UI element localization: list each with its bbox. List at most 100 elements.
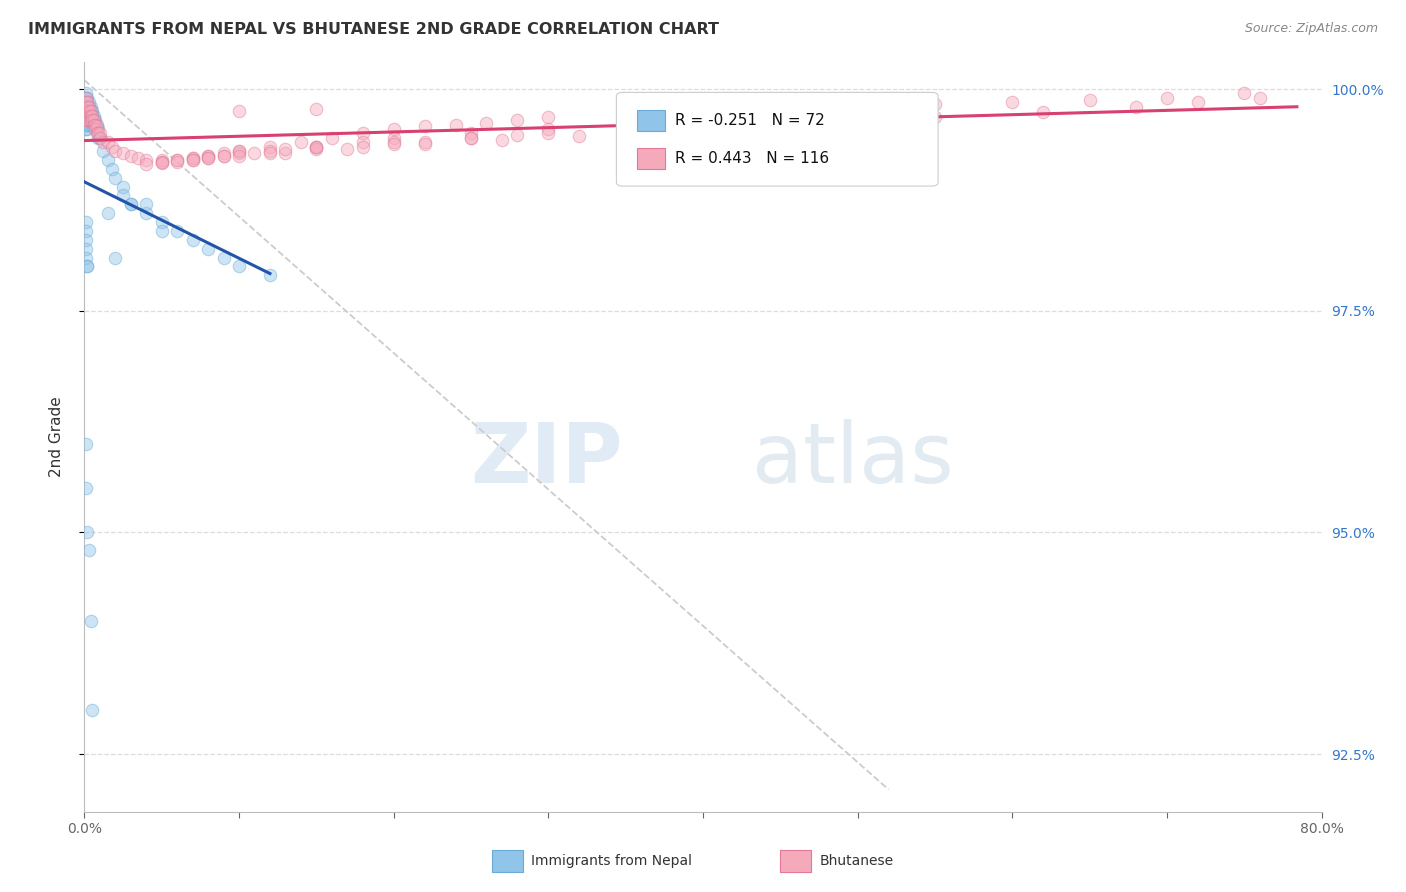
Point bbox=[77, 118, 100, 132]
Point bbox=[382, 136, 405, 151]
Point bbox=[166, 154, 188, 169]
Point bbox=[83, 113, 105, 128]
Point bbox=[83, 109, 105, 123]
Point bbox=[112, 179, 135, 194]
Point bbox=[150, 154, 173, 169]
Point bbox=[75, 91, 97, 105]
Point bbox=[305, 139, 328, 153]
Point bbox=[86, 120, 108, 134]
Point bbox=[112, 145, 135, 160]
Point bbox=[120, 148, 142, 162]
Point bbox=[382, 135, 405, 149]
Point bbox=[305, 139, 328, 153]
Point bbox=[135, 157, 157, 171]
Point bbox=[77, 543, 100, 558]
Point bbox=[76, 104, 98, 119]
Point bbox=[82, 118, 104, 132]
Point bbox=[352, 139, 374, 153]
Point bbox=[127, 151, 149, 165]
Point bbox=[77, 100, 100, 114]
Point bbox=[197, 148, 219, 162]
Point bbox=[274, 145, 297, 160]
Point bbox=[76, 113, 98, 128]
Point bbox=[166, 224, 188, 238]
Point bbox=[259, 144, 281, 158]
Point bbox=[75, 224, 97, 238]
Point bbox=[77, 113, 100, 128]
Point bbox=[1187, 95, 1209, 110]
Point bbox=[150, 224, 173, 238]
Point bbox=[491, 133, 513, 147]
Point bbox=[120, 197, 142, 211]
Point bbox=[75, 215, 97, 229]
Text: Bhutanese: Bhutanese bbox=[820, 854, 894, 868]
Point bbox=[228, 260, 250, 274]
FancyBboxPatch shape bbox=[616, 93, 938, 186]
Point bbox=[75, 481, 97, 495]
Point bbox=[76, 100, 98, 114]
Point bbox=[197, 151, 219, 165]
Point bbox=[82, 104, 104, 119]
Point bbox=[77, 100, 100, 114]
Point bbox=[79, 109, 101, 123]
FancyBboxPatch shape bbox=[637, 148, 665, 169]
Point bbox=[77, 104, 100, 119]
Point bbox=[77, 104, 100, 119]
Point bbox=[197, 242, 219, 256]
Point bbox=[197, 151, 219, 165]
Point bbox=[104, 170, 127, 185]
Point bbox=[166, 153, 188, 167]
Point bbox=[352, 127, 374, 141]
Point bbox=[79, 100, 101, 114]
Point bbox=[924, 111, 946, 125]
Point bbox=[259, 268, 281, 283]
Point bbox=[460, 127, 482, 141]
Point bbox=[77, 109, 100, 123]
Point bbox=[77, 95, 100, 110]
Point bbox=[135, 197, 157, 211]
Point bbox=[79, 104, 101, 119]
Point bbox=[614, 122, 637, 136]
Point bbox=[76, 113, 98, 128]
Point bbox=[1249, 91, 1271, 105]
Point bbox=[79, 614, 101, 628]
Point bbox=[336, 142, 359, 156]
Point bbox=[75, 100, 97, 114]
Point bbox=[413, 120, 436, 134]
Point bbox=[212, 148, 235, 162]
Point bbox=[181, 153, 204, 167]
Point bbox=[75, 436, 97, 450]
Point bbox=[150, 153, 173, 167]
Point bbox=[82, 703, 104, 717]
Text: atlas: atlas bbox=[752, 419, 955, 500]
Point bbox=[228, 144, 250, 158]
Point bbox=[104, 144, 127, 158]
Point bbox=[228, 148, 250, 162]
Point bbox=[614, 107, 637, 121]
Point bbox=[413, 135, 436, 149]
Point bbox=[212, 145, 235, 160]
Point bbox=[382, 122, 405, 136]
Point bbox=[537, 111, 560, 125]
Point bbox=[75, 104, 97, 119]
Point bbox=[76, 260, 98, 274]
Point bbox=[96, 206, 118, 220]
Point bbox=[76, 109, 98, 123]
Point bbox=[75, 91, 97, 105]
Point bbox=[76, 525, 98, 540]
Point bbox=[274, 142, 297, 156]
Point bbox=[150, 215, 173, 229]
Text: R = -0.251   N = 72: R = -0.251 N = 72 bbox=[675, 113, 824, 128]
Point bbox=[96, 153, 118, 167]
Point bbox=[259, 139, 281, 153]
Point bbox=[84, 122, 107, 136]
Point bbox=[305, 142, 328, 156]
Point bbox=[321, 130, 343, 145]
Point bbox=[75, 109, 97, 123]
Point bbox=[413, 136, 436, 151]
Point bbox=[76, 91, 98, 105]
Point bbox=[1125, 100, 1147, 114]
Point bbox=[75, 87, 97, 101]
Point bbox=[1233, 87, 1256, 101]
Point bbox=[305, 102, 328, 116]
